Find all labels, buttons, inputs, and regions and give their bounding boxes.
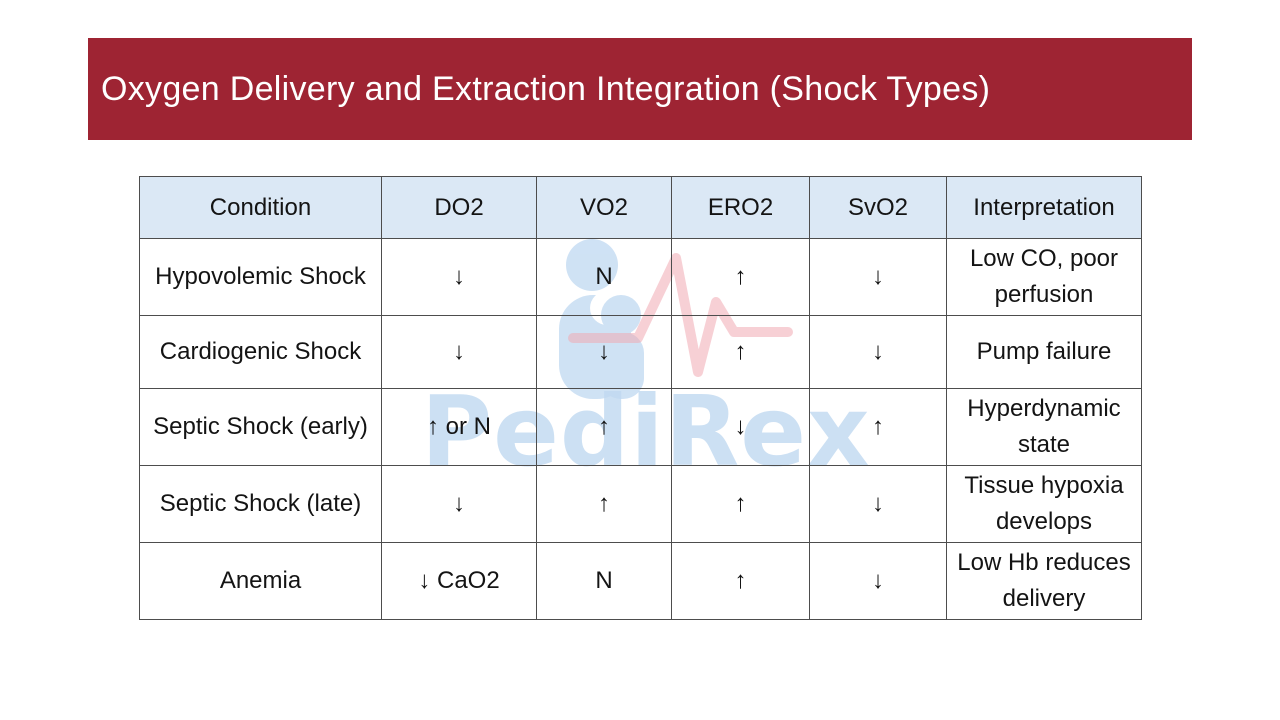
cell-do2: ↓ <box>381 315 537 389</box>
col-header-ero2: ERO2 <box>671 176 810 239</box>
cell-do2: ↓ <box>381 238 537 316</box>
cell-interpretation: Low CO, poor perfusion <box>946 238 1142 316</box>
table-header-row: Condition DO2 VO2 ERO2 SvO2 Interpretati… <box>139 176 1142 239</box>
cell-svo2: ↓ <box>809 465 947 543</box>
cell-ero2: ↓ <box>671 388 810 466</box>
cell-ero2: ↑ <box>671 238 810 316</box>
cell-vo2: N <box>536 542 672 620</box>
cell-vo2: ↑ <box>536 465 672 543</box>
cell-condition: Cardiogenic Shock <box>139 315 382 389</box>
cell-ero2: ↑ <box>671 465 810 543</box>
slide-title: Oxygen Delivery and Extraction Integrati… <box>101 69 991 108</box>
col-header-do2: DO2 <box>381 176 537 239</box>
cell-vo2: N <box>536 238 672 316</box>
shock-types-table: Condition DO2 VO2 ERO2 SvO2 Interpretati… <box>139 176 1142 620</box>
cell-svo2: ↓ <box>809 315 947 389</box>
cell-condition: Hypovolemic Shock <box>139 238 382 316</box>
cell-do2: ↓ CaO2 <box>381 542 537 620</box>
table-row-septic-late: Septic Shock (late) ↓ ↑ ↑ ↓ Tissue hypox… <box>139 465 1142 543</box>
col-header-vo2: VO2 <box>536 176 672 239</box>
cell-do2: ↑ or N <box>381 388 537 466</box>
cell-interpretation: Tissue hypoxia develops <box>946 465 1142 543</box>
cell-ero2: ↑ <box>671 542 810 620</box>
col-header-condition: Condition <box>139 176 382 239</box>
cell-interpretation: Low Hb reduces delivery <box>946 542 1142 620</box>
cell-condition: Septic Shock (late) <box>139 465 382 543</box>
cell-do2: ↓ <box>381 465 537 543</box>
table-row-cardiogenic: Cardiogenic Shock ↓ ↓ ↑ ↓ Pump failure <box>139 315 1142 389</box>
cell-svo2: ↓ <box>809 238 947 316</box>
cell-condition: Septic Shock (early) <box>139 388 382 466</box>
title-banner: Oxygen Delivery and Extraction Integrati… <box>88 38 1192 140</box>
table-row-septic-early: Septic Shock (early) ↑ or N ↑ ↓ ↑ Hyperd… <box>139 388 1142 466</box>
col-header-interpretation: Interpretation <box>946 176 1142 239</box>
table-row-hypovolemic: Hypovolemic Shock ↓ N ↑ ↓ Low CO, poor p… <box>139 238 1142 316</box>
cell-svo2: ↑ <box>809 388 947 466</box>
cell-svo2: ↓ <box>809 542 947 620</box>
table-row-anemia: Anemia ↓ CaO2 N ↑ ↓ Low Hb reduces deliv… <box>139 542 1142 620</box>
cell-interpretation: Pump failure <box>946 315 1142 389</box>
cell-condition: Anemia <box>139 542 382 620</box>
cell-ero2: ↑ <box>671 315 810 389</box>
cell-vo2: ↑ <box>536 388 672 466</box>
cell-interpretation: Hyperdynamic state <box>946 388 1142 466</box>
col-header-svo2: SvO2 <box>809 176 947 239</box>
cell-vo2: ↓ <box>536 315 672 389</box>
